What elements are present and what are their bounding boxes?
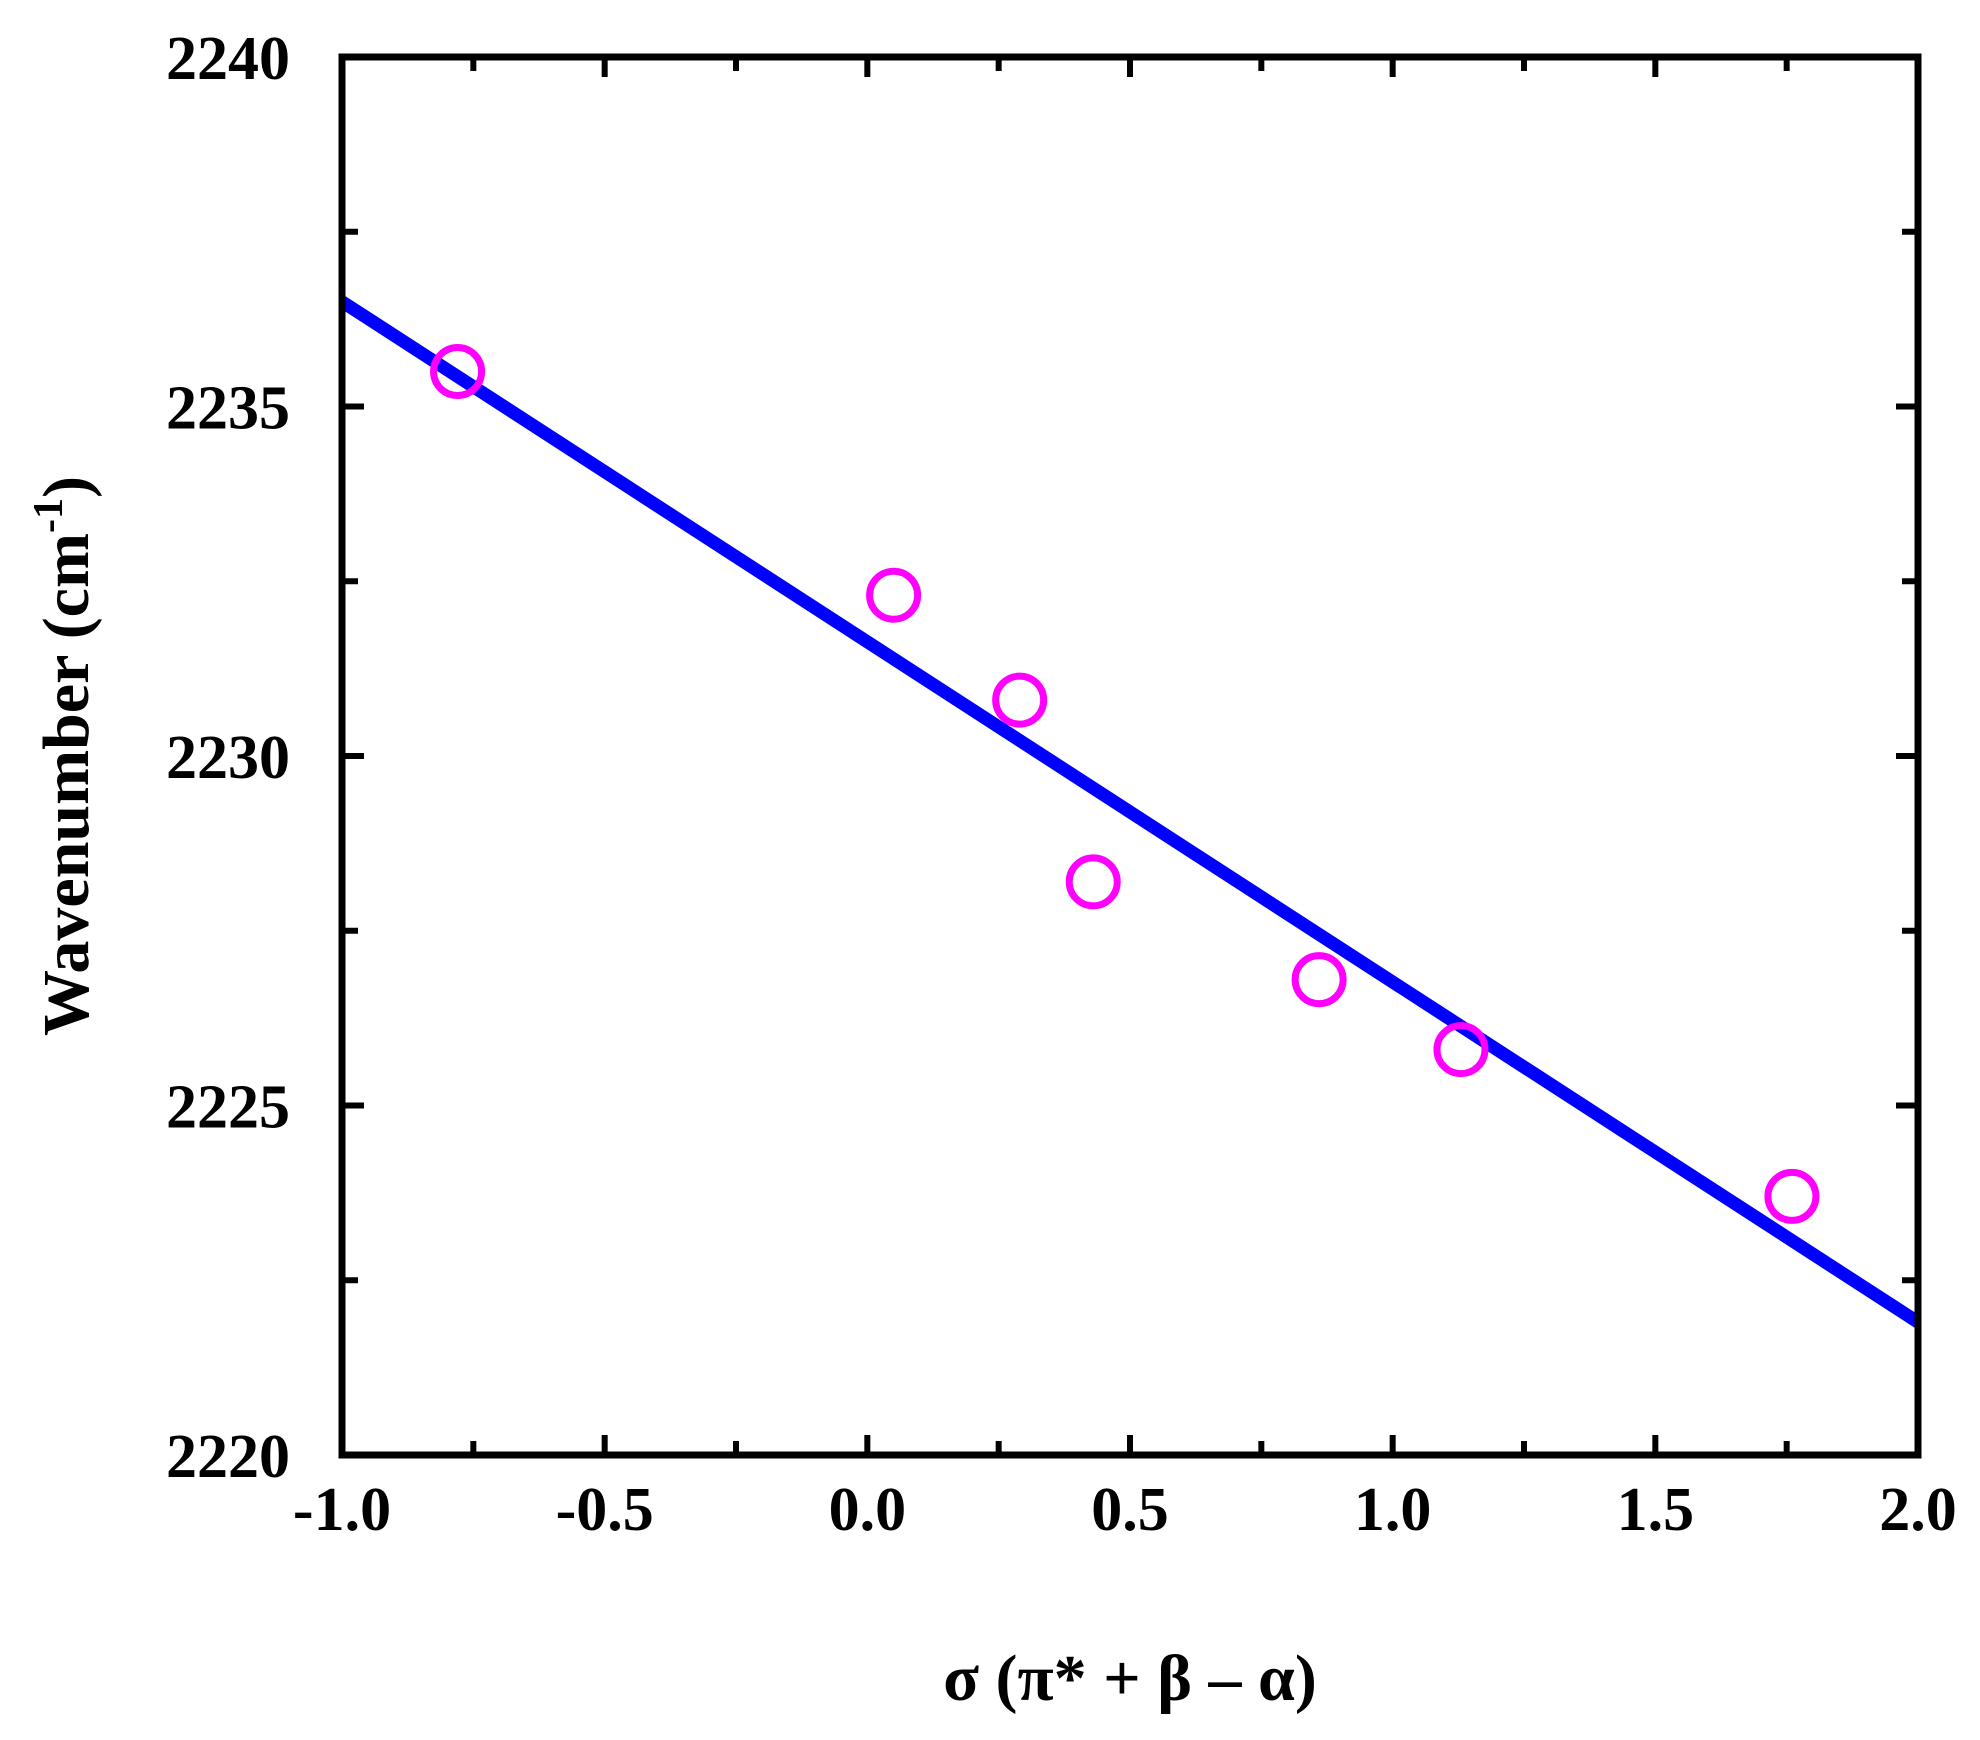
x-tick-label: 2.0 [1879, 1476, 1957, 1544]
data-point-marker [866, 567, 922, 623]
y-tick-labels: 2220 2225 2230 2235 2240 [166, 25, 290, 1491]
y-axis-title-main: Wavenumber (cm [30, 533, 103, 1036]
data-point-marker [1764, 1168, 1820, 1224]
data-points [430, 344, 1820, 1224]
y-tick-label: 2220 [166, 1423, 290, 1491]
x-tick-label: 0.0 [829, 1476, 907, 1544]
x-tick-label: 1.5 [1617, 1476, 1695, 1544]
x-tick-label: -1.0 [293, 1476, 391, 1544]
y-axis-title: Wavenumber (cm-1) [26, 476, 103, 1036]
data-point-marker [1065, 854, 1121, 910]
x-axis-title: σ (π* + β – α) [943, 1642, 1317, 1715]
data-point-marker [1291, 952, 1347, 1008]
x-tick-labels: -1.0 -0.5 0.0 0.5 1.0 1.5 2.0 [293, 1476, 1957, 1544]
data-point-marker [1433, 1022, 1489, 1078]
x-tick-label: -0.5 [556, 1476, 654, 1544]
y-tick-label: 2225 [166, 1074, 290, 1142]
plot-frame [338, 53, 1922, 1459]
y-tick-label: 2230 [166, 724, 290, 792]
data-point-marker [992, 672, 1048, 728]
y-axis-title-sup: -1 [26, 498, 72, 533]
data-point-marker [430, 344, 486, 400]
y-axis-title-close: ) [30, 476, 103, 498]
y-tick-label: 2240 [166, 25, 290, 93]
axis-ticks [342, 57, 1918, 1455]
fit-line [338, 296, 1922, 1328]
fit-line-segment [338, 296, 1922, 1328]
x-tick-label: 0.5 [1091, 1476, 1169, 1544]
x-tick-label: 1.0 [1354, 1476, 1432, 1544]
y-tick-label: 2235 [166, 375, 290, 443]
